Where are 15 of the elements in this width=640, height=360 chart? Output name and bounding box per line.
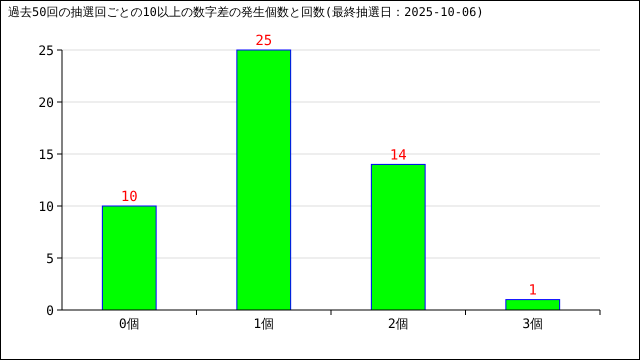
data-label: 1 bbox=[528, 282, 537, 299]
xtick: 1個 bbox=[253, 317, 274, 332]
ytick: 5 bbox=[46, 252, 54, 267]
xtick: 3個 bbox=[522, 317, 544, 332]
ytick: 0 bbox=[46, 304, 54, 319]
ytick: 20 bbox=[38, 96, 54, 111]
data-label: 14 bbox=[390, 147, 407, 164]
ytick: 15 bbox=[38, 148, 54, 163]
ytick: 10 bbox=[38, 200, 54, 215]
xtick: 2個 bbox=[388, 317, 409, 332]
title: 過去50回の抽選回ごとの10以上の数字差の発生個数と回数(最終抽選日：2025-10-06) bbox=[8, 5, 484, 19]
ytick: 25 bbox=[38, 44, 54, 59]
data-label: 25 bbox=[255, 33, 272, 49]
data-label: 10 bbox=[120, 189, 138, 205]
xtick: 0個 bbox=[118, 317, 140, 332]
